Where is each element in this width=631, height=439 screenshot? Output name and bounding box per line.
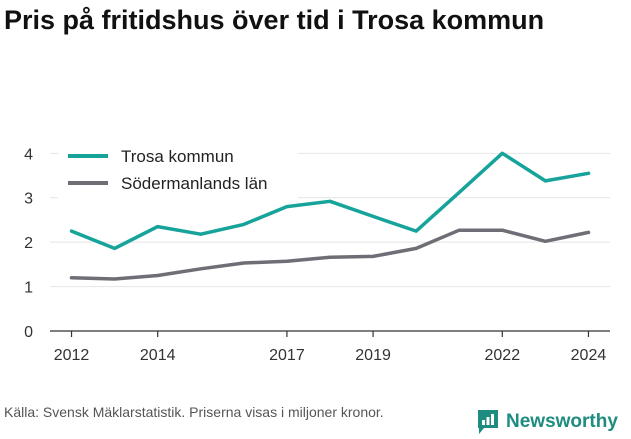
y-tick-label: 4 <box>24 146 33 163</box>
series-line-1 <box>69 228 591 281</box>
legend-label[interactable]: Trosa kommun <box>121 147 234 166</box>
data-point <box>70 276 74 280</box>
data-point <box>457 190 461 194</box>
x-tick-label: 2022 <box>485 347 521 364</box>
data-point <box>414 246 418 250</box>
y-tick-label: 2 <box>24 235 33 252</box>
data-point <box>285 259 289 263</box>
data-point <box>285 205 289 209</box>
data-point <box>113 277 117 281</box>
data-point <box>543 239 547 243</box>
chart-title: Pris på fritidshus över tid i Trosa komm… <box>4 5 545 35</box>
data-point <box>70 229 74 233</box>
series-lines <box>69 151 591 281</box>
x-tick-label: 2019 <box>355 347 391 364</box>
data-point <box>586 171 590 175</box>
data-point <box>500 151 504 155</box>
data-point <box>156 225 160 229</box>
data-point <box>457 228 461 232</box>
data-point <box>113 246 117 250</box>
newsworthy-brand[interactable]: Newsworthy <box>476 409 618 435</box>
x-tick-label: 2012 <box>54 347 90 364</box>
data-point <box>414 229 418 233</box>
legend[interactable]: Trosa kommun Södermanlands län <box>58 143 298 199</box>
data-point <box>242 222 246 226</box>
data-point <box>586 230 590 234</box>
y-tick-label: 3 <box>24 191 33 208</box>
legend-label[interactable]: Södermanlands län <box>121 174 267 193</box>
y-tick-label: 1 <box>24 280 33 297</box>
data-point <box>199 232 203 236</box>
axes: 0 1 2 3 4 2012 2014 2017 2019 2022 2024 <box>24 146 610 364</box>
source-note: Källa: Svensk Mäklarstatistik. Priserna … <box>4 404 384 420</box>
x-tick-label: 2014 <box>140 347 176 364</box>
y-tick-label: 0 <box>24 324 33 341</box>
data-point <box>156 273 160 277</box>
newsworthy-logo-icon <box>478 410 498 434</box>
data-point <box>199 267 203 271</box>
data-point <box>500 228 504 232</box>
legend-background <box>58 143 298 199</box>
x-tick-label: 2024 <box>571 347 607 364</box>
data-point <box>371 214 375 218</box>
data-point <box>543 179 547 183</box>
data-point <box>328 255 332 259</box>
data-point <box>328 199 332 203</box>
brand-name: Newsworthy <box>506 411 618 432</box>
data-point <box>242 261 246 265</box>
series-line-0 <box>69 151 591 251</box>
x-tick-label: 2017 <box>269 347 305 364</box>
data-point <box>371 254 375 258</box>
